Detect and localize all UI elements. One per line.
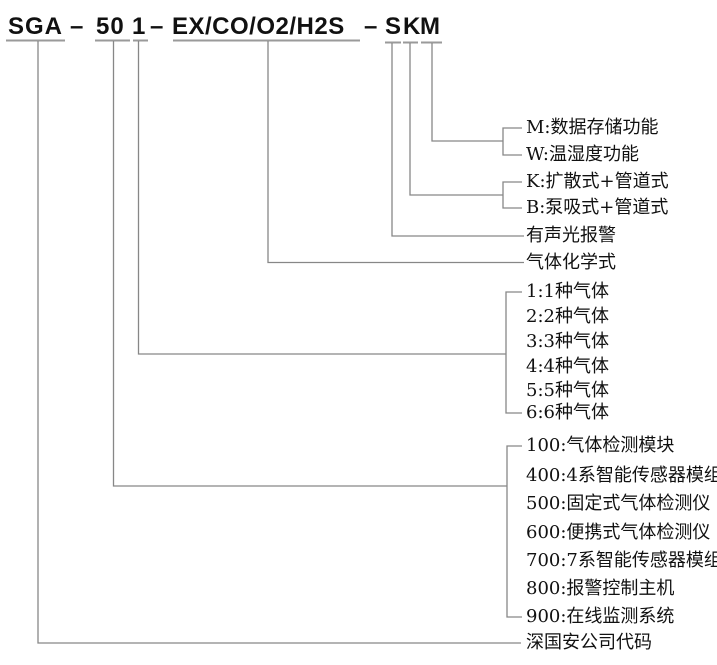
model-segment-option-k: K (403, 13, 422, 40)
legend-item-gas-formula: 气体化学式 (526, 252, 616, 273)
legend-item-product-700: 700:7系智能传感器模组 (526, 550, 717, 571)
legend-item-m-data-storage: M:数据存储功能 (526, 117, 659, 138)
legend-item-b-pump-duct: B:泵吸式+管道式 (526, 197, 669, 218)
legend-item-gas-count-1: 1:1种气体 (526, 281, 609, 302)
connector-option-k-line (409, 43, 503, 196)
bracket-gas-count-group (505, 291, 522, 414)
connector-gases-line (267, 41, 524, 264)
legend-item-gas-count-2: 2:2种气体 (526, 306, 609, 327)
legend-item-product-600: 600:便携式气体检测仪 (526, 522, 711, 543)
connector-option-m-line (431, 43, 503, 142)
legend-item-gas-count-5: 5:5种气体 (526, 380, 609, 401)
model-segment-gases: EX/CO/O2/H2S (172, 13, 345, 40)
model-segment-option-m: M (420, 13, 441, 40)
connector-series-1-line (137, 41, 506, 355)
legend-item-product-900: 900:在线监测系统 (526, 606, 675, 627)
bracket-product-group (506, 445, 522, 618)
model-separator-2: – (150, 13, 165, 40)
legend-item-audible-visual-alarm: 有声光报警 (526, 225, 616, 246)
legend-item-company-code: 深国安公司代码 (526, 632, 652, 653)
model-separator-1: – (70, 13, 85, 40)
legend-item-w-temp-humidity: W:温湿度功能 (526, 144, 640, 165)
model-segment-series-1: 1 (132, 13, 147, 40)
model-separator-3: – (364, 13, 379, 40)
legend-item-gas-count-4: 4:4种气体 (526, 356, 609, 377)
bracket-mw-group (502, 127, 522, 156)
legend-item-product-500: 500:固定式气体检测仪 (526, 493, 711, 514)
legend-item-gas-count-6: 6:6种气体 (526, 402, 609, 423)
legend-item-product-100: 100:气体检测模块 (526, 435, 675, 456)
model-segment-option-s: S (385, 13, 403, 40)
legend-item-product-400: 400:4系智能传感器模组 (526, 465, 717, 486)
model-segment-series-50: 50 (96, 13, 125, 40)
legend-item-gas-count-3: 3:3种气体 (526, 331, 609, 352)
legend-item-k-diffusion-duct: K:扩散式+管道式 (526, 171, 669, 192)
model-segment-company: SGA (8, 13, 64, 40)
bracket-kb-group (502, 181, 522, 209)
connector-company-line (37, 41, 521, 644)
legend-item-product-800: 800:报警控制主机 (526, 578, 675, 599)
connector-option-s-line (391, 43, 524, 237)
connector-series-50-line (112, 41, 507, 487)
